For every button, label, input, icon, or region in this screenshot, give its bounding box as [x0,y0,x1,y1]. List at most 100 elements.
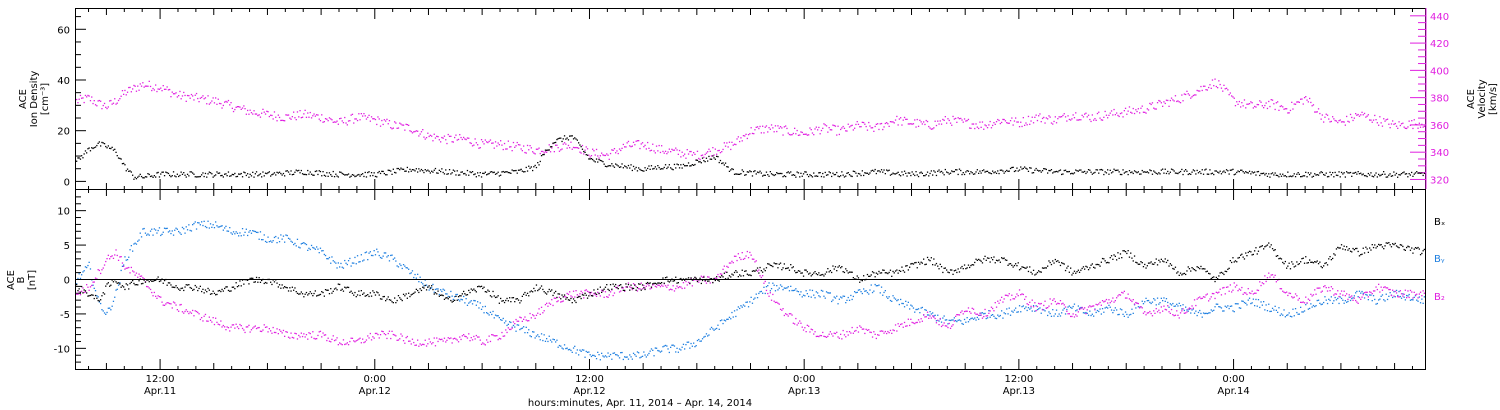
velocity-point [903,116,906,119]
velocity-point [926,120,929,123]
bz-point [1087,306,1090,308]
by-point [146,234,148,236]
ion-density-point [603,163,605,165]
ion-density-point [1185,169,1187,171]
ion-density-point [501,171,503,173]
ion-density-point [1080,169,1082,171]
by-point [671,344,673,346]
ion-density-point [871,169,874,171]
bz-point [925,316,927,318]
bz-point [963,310,966,313]
ion-density-point [209,172,212,174]
bz-point [1352,299,1354,301]
velocity-point [1270,99,1272,101]
ion-density-point [1139,173,1141,175]
by-point [120,269,122,272]
velocity-point [882,128,884,131]
bz-point [405,337,407,339]
velocity-point [1123,110,1125,112]
ion-density-point [1022,167,1024,170]
bz-point [1034,302,1036,304]
by-point [813,294,815,296]
bz-point [401,335,403,337]
velocity-point [1043,116,1045,119]
velocity-point [602,154,604,156]
by-point [755,293,757,295]
by-point [896,300,898,302]
velocity-point [947,118,949,120]
ion-density-point [1177,172,1179,175]
by-point [1344,300,1346,302]
bz-point [1158,309,1160,311]
velocity-point [397,127,400,129]
ion-density-point [1303,175,1306,177]
by-point [275,235,277,238]
by-point [551,341,553,343]
bz-point [1066,310,1068,312]
velocity-point [786,127,788,130]
bz-point [1016,293,1018,295]
bx-point [310,292,313,295]
bx-point [266,282,268,284]
ion-density-point [457,174,460,176]
bz-point [898,325,900,327]
ion-density-point [487,173,489,175]
bz-point [542,312,544,314]
bz-point [956,314,958,316]
velocity-point [110,99,112,102]
by-point [321,250,323,252]
by-point [540,333,543,335]
velocity-point [322,121,324,123]
bx-point [132,280,134,282]
bz-point [641,288,644,290]
velocity-point [797,134,800,136]
bx-point [193,288,195,291]
velocity-point [91,96,93,98]
velocity-point [612,149,614,151]
bz-point [1257,289,1260,292]
bz-point [1022,293,1024,296]
bz-point [207,320,209,322]
bz-point [698,281,700,283]
by-point [1026,309,1028,312]
bz-point [916,321,918,324]
ion-density-point [813,172,815,174]
by-point [722,322,724,325]
by-point [155,229,157,231]
bx-point [107,282,109,284]
ion-density-point [1119,173,1122,176]
by-point [1099,308,1101,310]
ion-density-point [666,167,668,170]
bz-point [1128,298,1131,300]
velocity-point [1367,114,1369,116]
ion-density-point [1338,171,1340,173]
ion-density-point [1031,172,1033,174]
bz-point [404,342,406,344]
by-point [880,286,883,288]
bz-point [268,328,270,330]
bz-point [1406,297,1408,299]
bz-point [272,326,274,329]
by-point [710,326,713,329]
velocity-point [800,131,802,133]
bz-point [140,275,143,277]
velocity-point [107,106,109,108]
ion-density-point [406,166,408,169]
velocity-point [512,141,515,144]
ion-density-point [572,138,575,140]
by-point [82,271,84,273]
ion-density-point [1020,166,1022,168]
bz-point [1270,274,1272,276]
bz-point [841,338,843,340]
by-point [892,295,894,297]
ion-density-point [88,147,90,149]
velocity-point [534,153,536,155]
by-point [685,344,687,346]
bz-point [661,284,663,286]
ion-density-point [833,174,835,176]
velocity-point [295,119,297,121]
bz-point [579,293,581,295]
by-point [603,356,605,358]
by-point [866,291,869,294]
velocity-point [1068,118,1070,121]
